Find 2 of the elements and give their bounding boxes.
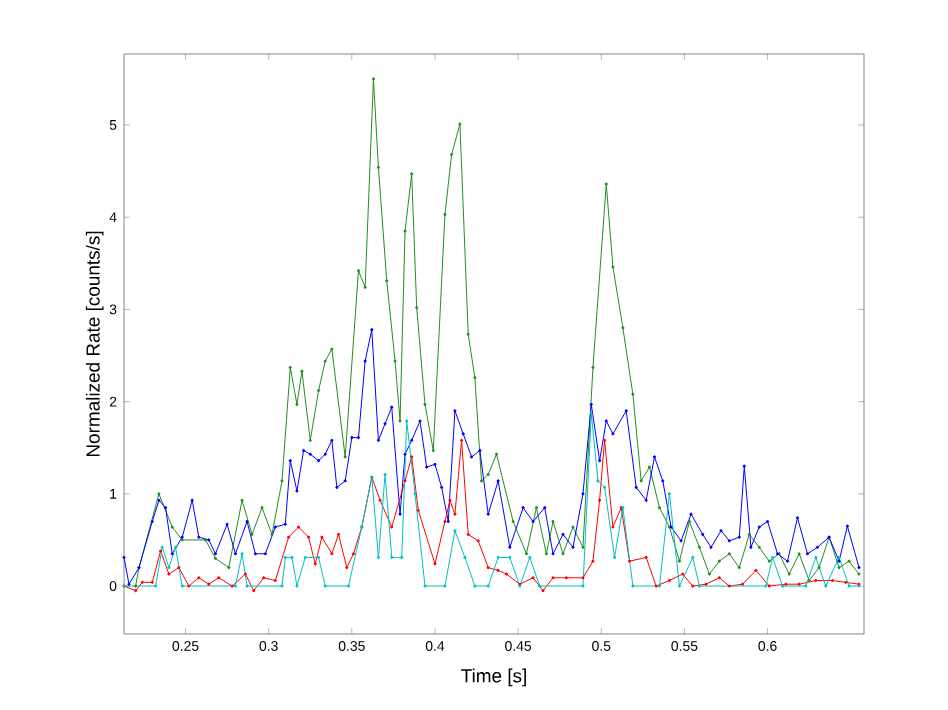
x-axis-title: Time [s] xyxy=(461,668,526,687)
y-axis-title: Normalized Rate [counts/s] xyxy=(85,231,104,457)
